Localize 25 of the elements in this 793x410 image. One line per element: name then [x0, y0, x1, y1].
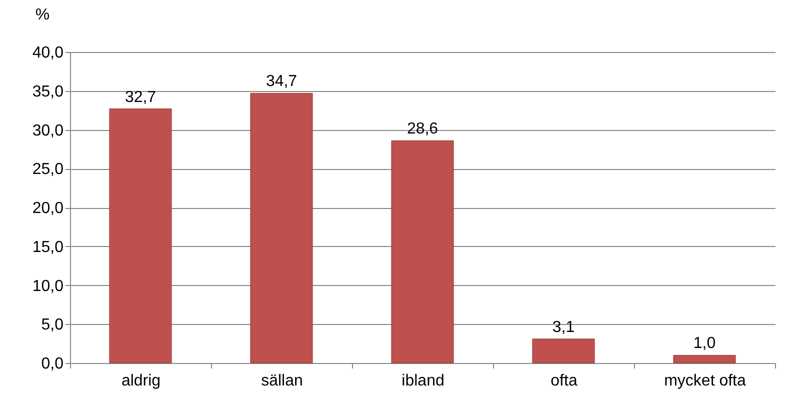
y-tick-label: 5,0	[41, 316, 64, 334]
y-tick-label: 35,0	[32, 83, 64, 100]
y-tick-label: 40,0	[32, 44, 64, 62]
data-label: 32,7	[124, 88, 156, 106]
x-tick-label: mycket ofta	[664, 372, 746, 390]
y-tick-label: 10,0	[32, 278, 64, 295]
y-tick-label: 15,0	[32, 238, 64, 256]
y-tick-label: 25,0	[32, 161, 64, 178]
y-tick-label: 0,0	[41, 356, 64, 372]
data-label: 1,0	[693, 335, 716, 352]
x-tick-label: ofta	[550, 372, 578, 390]
data-label: 3,1	[552, 318, 575, 336]
bar	[391, 140, 454, 364]
x-tick-label: ibland	[402, 372, 444, 390]
y-axis-title: %	[35, 6, 50, 24]
x-tick-label: sällan	[261, 372, 303, 390]
x-tick-label: aldrig	[121, 372, 161, 390]
bar	[532, 338, 595, 364]
bar	[109, 108, 172, 364]
bar	[250, 92, 313, 364]
bar	[673, 354, 736, 364]
data-label: 28,6	[406, 120, 438, 138]
data-label: 34,7	[266, 73, 298, 90]
y-tick-label: 30,0	[32, 122, 64, 140]
y-tick-label: 20,0	[32, 200, 64, 217]
